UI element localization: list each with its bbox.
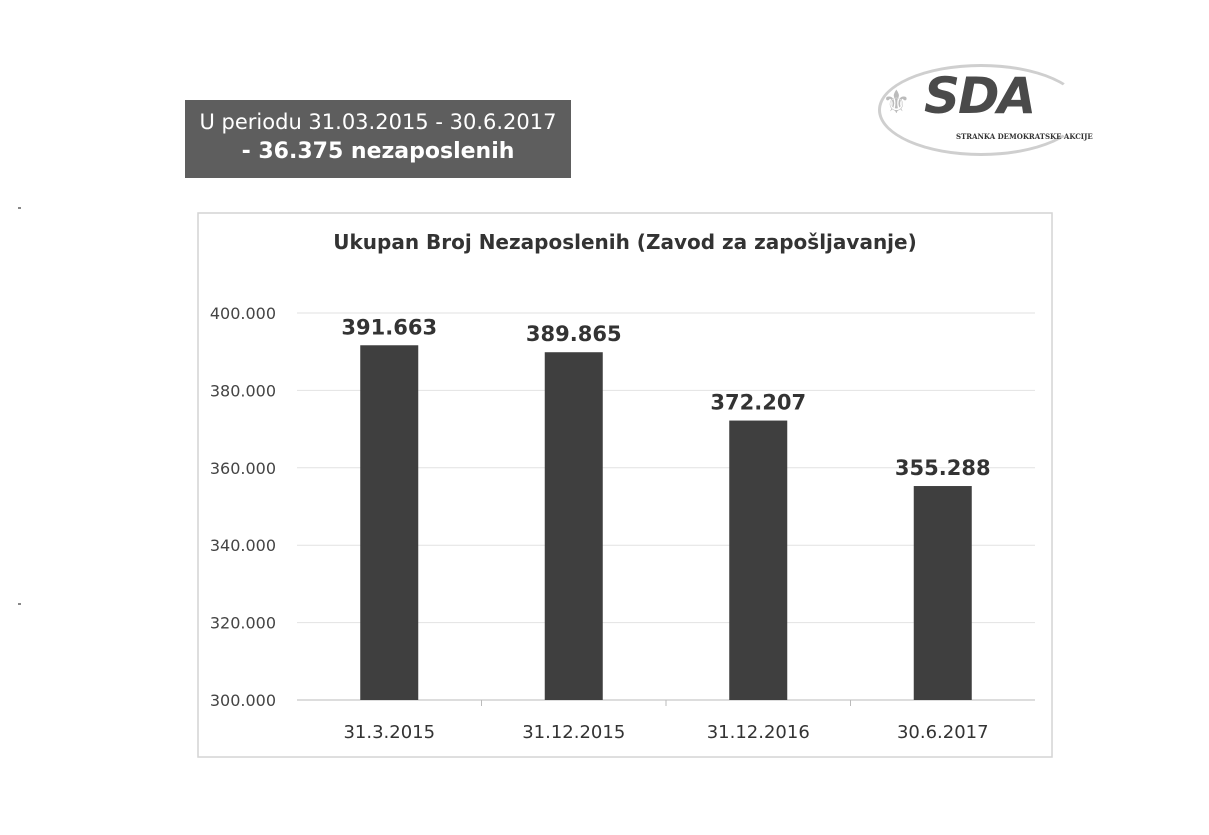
y-tick-label: 400.000 <box>210 304 276 323</box>
lily-icon: ⚜ <box>882 83 911 121</box>
y-tick-label: 300.000 <box>210 691 276 710</box>
x-tick-label: 31.3.2015 <box>343 722 435 743</box>
x-tick-label: 31.12.2016 <box>707 722 810 743</box>
data-label: 389.865 <box>526 322 622 346</box>
bar <box>544 352 603 700</box>
summary-banner: U periodu 31.03.2015 - 30.6.2017 - 36.37… <box>185 100 571 178</box>
x-tick-label: 31.12.2015 <box>522 722 625 743</box>
logo-subtitle: STRANKA DEMOKRATSKE AKCIJE <box>956 132 1093 141</box>
bar <box>729 420 788 700</box>
scan-speck <box>18 207 21 209</box>
bar <box>913 486 972 700</box>
y-tick-label: 340.000 <box>210 536 276 555</box>
x-tick-label: 30.6.2017 <box>897 722 989 743</box>
y-tick-label: 320.000 <box>210 614 276 633</box>
chart-frame <box>197 212 1053 758</box>
sda-logo: ⚜ SDA STRANKA DEMOKRATSKE AKCIJE <box>872 62 1132 156</box>
logo-ring <box>878 64 1084 156</box>
chart-title: Ukupan Broj Nezaposlenih (Zavod za zapoš… <box>333 230 917 254</box>
data-label: 355.288 <box>895 456 991 480</box>
banner-period: U periodu 31.03.2015 - 30.6.2017 <box>199 110 557 134</box>
data-label: 372.207 <box>710 391 806 415</box>
data-label: 391.663 <box>341 315 437 339</box>
banner-total: - 36.375 nezaposlenih <box>241 139 515 164</box>
bar <box>360 345 419 700</box>
y-tick-label: 380.000 <box>210 381 276 400</box>
scan-speck <box>18 603 21 605</box>
y-tick-label: 360.000 <box>210 459 276 478</box>
logo-text: SDA <box>924 67 1036 125</box>
